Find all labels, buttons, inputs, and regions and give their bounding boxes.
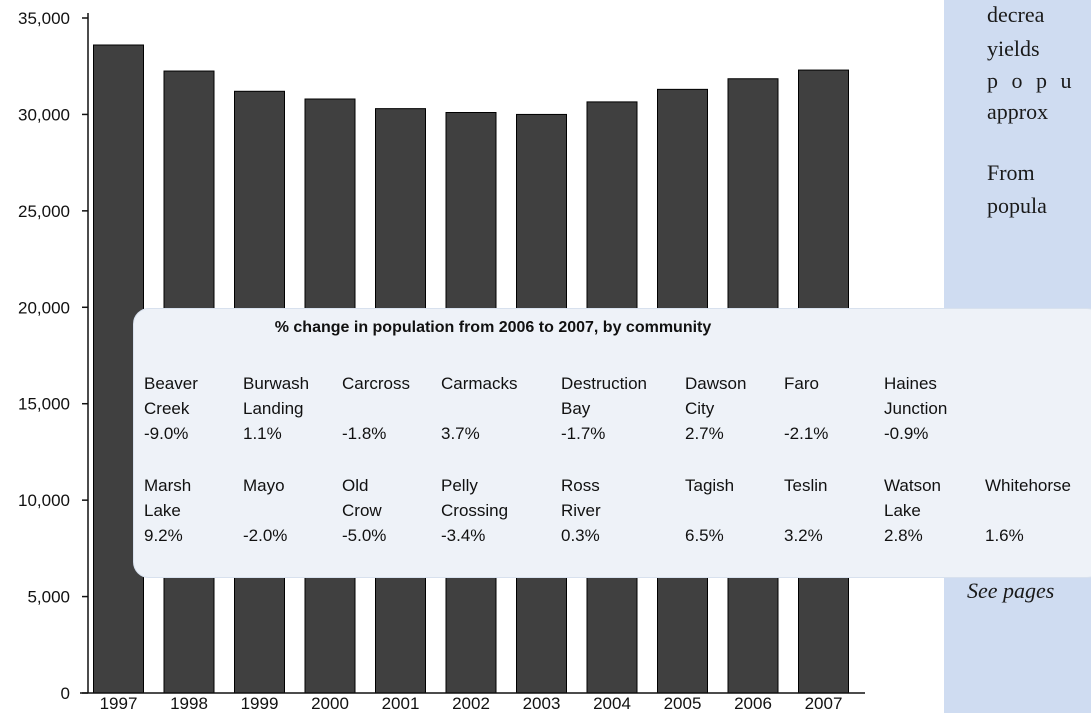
- y-tick-label: 35,000: [18, 9, 70, 28]
- community-name: Old: [342, 476, 369, 495]
- community-pct-change: 1.6%: [985, 526, 1024, 545]
- community-pct-change: -2.0%: [243, 526, 288, 545]
- community-item: Tagish 6.5%: [685, 473, 800, 545]
- x-tick-label: 2004: [593, 694, 631, 713]
- community-name: Destruction: [561, 374, 647, 393]
- community-item: Watson Lake 2.8%: [884, 473, 999, 545]
- community-item: Dawson City 2.7%: [685, 371, 800, 443]
- community-name: Crow: [342, 501, 382, 520]
- community-pct-change: -0.9%: [884, 424, 929, 443]
- x-tick-label: 2002: [452, 694, 490, 713]
- y-tick-label: 0: [61, 684, 70, 703]
- sidebar-line-2: yields: [987, 36, 1040, 61]
- sidebar-line-4: approx: [987, 99, 1049, 124]
- community-name: City: [685, 399, 715, 418]
- community-pct-change: -5.0%: [342, 526, 387, 545]
- community-name: Lake: [144, 501, 181, 520]
- community-item: Ross River 0.3%: [561, 473, 676, 545]
- community-name: Pelly: [441, 476, 478, 495]
- community-name: Beaver: [144, 374, 198, 393]
- community-pct-change: 1.1%: [243, 424, 282, 443]
- community-item: Beaver Creek -9.0%: [144, 371, 259, 443]
- community-name: Whitehorse: [985, 476, 1071, 495]
- community-item: Mayo -2.0%: [243, 473, 358, 545]
- community-item: Carcross -1.8%: [342, 371, 457, 443]
- community-pct-change: 3.7%: [441, 424, 480, 443]
- sidebar-line-5: From: [987, 160, 1035, 185]
- community-name: Haines: [884, 374, 937, 393]
- community-item: Destruction Bay -1.7%: [561, 371, 676, 443]
- sidebar-line-6: popula: [987, 193, 1047, 218]
- community-change-inset: % change in population from 2006 to 2007…: [133, 308, 1091, 578]
- y-tick-label: 30,000: [18, 105, 70, 124]
- community-pct-change: -1.8%: [342, 424, 387, 443]
- community-item: Pelly Crossing -3.4%: [441, 473, 556, 545]
- community-name: River: [561, 501, 601, 520]
- community-name: Landing: [243, 399, 304, 418]
- x-tick-label: 1999: [241, 694, 279, 713]
- x-axis-ticks: 1997 1998 1999 2000 2001 2002 2003 2004 2005 2006…: [100, 694, 843, 713]
- community-pct-change: 2.7%: [685, 424, 724, 443]
- community-name: Bay: [561, 399, 591, 418]
- community-name: Marsh: [144, 476, 192, 495]
- x-tick-label: 2003: [523, 694, 561, 713]
- x-tick-label: 1997: [100, 694, 138, 713]
- community-pct-change: 0.3%: [561, 526, 600, 545]
- community-pct-change: -9.0%: [144, 424, 189, 443]
- community-name: Carcross: [342, 374, 411, 393]
- community-pct-change: 6.5%: [685, 526, 724, 545]
- community-pct-change: 9.2%: [144, 526, 183, 545]
- community-name: Dawson: [685, 374, 747, 393]
- community-name: Crossing: [441, 501, 509, 520]
- community-item: Burwash Landing 1.1%: [243, 371, 358, 443]
- x-tick-label: 2006: [734, 694, 772, 713]
- community-item: Marsh Lake 9.2%: [144, 473, 259, 545]
- community-name: Mayo: [243, 476, 285, 495]
- community-pct-change: 2.8%: [884, 526, 923, 545]
- community-item: Carmacks 3.7%: [441, 371, 556, 443]
- community-name: Lake: [884, 501, 921, 520]
- y-axis-ticks: 0 5,000 10,000 15,000 20,000 25,000 30,000 35,0…: [18, 9, 88, 703]
- community-name: Creek: [144, 399, 190, 418]
- sidebar-footer: See pages: [967, 578, 1055, 603]
- y-tick-label: 5,000: [27, 588, 70, 607]
- y-tick-label: 25,000: [18, 202, 70, 221]
- sidebar-line-3: p o p u: [987, 68, 1076, 93]
- x-tick-label: 2001: [382, 694, 420, 713]
- x-tick-label: 1998: [170, 694, 208, 713]
- community-pct-change: -2.1%: [784, 424, 829, 443]
- community-item: Haines Junction -0.9%: [884, 371, 999, 443]
- community-name: Burwash: [243, 374, 310, 393]
- community-name: Carmacks: [441, 374, 518, 393]
- x-tick-label: 2000: [311, 694, 349, 713]
- community-pct-change: 3.2%: [784, 526, 823, 545]
- community-pct-change: -3.4%: [441, 526, 486, 545]
- community-item: Faro -2.1%: [784, 371, 899, 443]
- x-tick-label: 2005: [664, 694, 702, 713]
- y-tick-label: 10,000: [18, 491, 70, 510]
- sidebar-line-1: decrea: [987, 2, 1045, 27]
- community-pct-change: -1.7%: [561, 424, 606, 443]
- community-name: Teslin: [784, 476, 828, 495]
- community-name: Junction: [884, 399, 948, 418]
- community-name: Ross: [561, 476, 600, 495]
- community-name: Faro: [784, 374, 819, 393]
- community-item: Teslin 3.2%: [784, 473, 899, 545]
- community-item: Whitehorse 1.6%: [985, 473, 1091, 545]
- x-tick-label: 2007: [805, 694, 843, 713]
- community-item: Old Crow -5.0%: [342, 473, 457, 545]
- y-tick-label: 20,000: [18, 298, 70, 317]
- y-tick-label: 15,000: [18, 395, 70, 414]
- community-name: Tagish: [685, 476, 735, 495]
- inset-title: % change in population from 2006 to 2007…: [274, 319, 712, 336]
- community-name: Watson: [884, 476, 942, 495]
